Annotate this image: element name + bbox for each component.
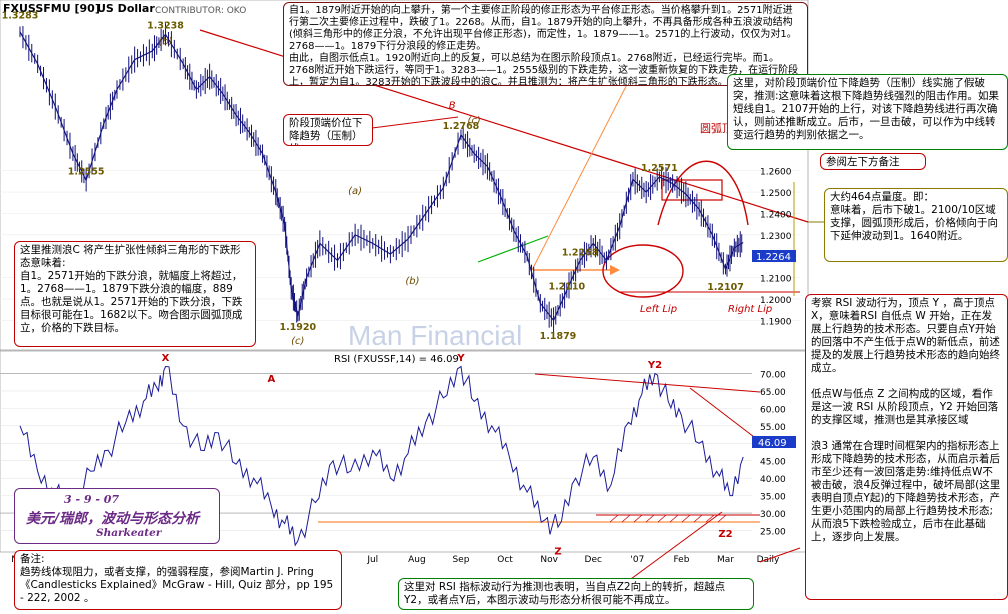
rsi-series xyxy=(19,365,744,547)
price-tick-label: 1.2100 xyxy=(760,275,792,285)
x-tick-label: Sep xyxy=(452,555,469,565)
measure-note: 大约464点量度。即： 意味着，后市下破1。2100/10区域支撑，圆弧顶形成后… xyxy=(824,188,1008,262)
price-labels: 1.3283 1.3238 1.2555 1.1920 1.2768 1.1879 1.22… xyxy=(2,11,773,347)
rsi-point-label: A xyxy=(267,374,275,385)
price-value-label: 1.2107 xyxy=(707,282,744,293)
x-tick-label: Nov xyxy=(540,555,558,565)
x-tick-label: '07 xyxy=(630,555,644,565)
price-value-label: 1.2268 xyxy=(562,248,599,259)
price-value-label: 1.1879 xyxy=(540,331,577,342)
rsi-point-label: Z xyxy=(554,547,561,558)
see-below-note: 参阅左下方备注 xyxy=(820,153,926,170)
rsi-title: RSI (FXUSSF,14) = 46.09 xyxy=(334,354,459,365)
price-series xyxy=(19,23,744,334)
rsi-down-trendline xyxy=(689,387,759,441)
rounded-top-arc xyxy=(657,160,749,226)
signature-author: Sharkeater xyxy=(96,527,162,539)
rsi-support-zone xyxy=(609,514,727,523)
rsi-tick-label: 40.00 xyxy=(760,475,786,485)
price-tick-label: 1.2600 xyxy=(760,168,792,178)
rsi-tick-label: 55.00 xyxy=(760,423,786,433)
signature-box xyxy=(14,488,220,544)
rsi-tick-label: 45.00 xyxy=(760,458,786,468)
left-wave-c-note: 这里推测浪C 将产生扩张性倾斜三角形的下跌形态意味着: 自1。2571开始的下跌… xyxy=(14,241,256,347)
price-value-label: 1.3238 xyxy=(147,20,184,31)
rsi-upper-trendline xyxy=(534,373,761,393)
rsi-axis: 70.0065.0060.0055.0050.0045.0040.0035.00… xyxy=(760,370,786,537)
price-tick-label: 1.2400 xyxy=(760,210,792,220)
price-value-label: 1.1920 xyxy=(279,322,316,333)
chart-title: US Dollar xyxy=(97,2,155,15)
price-value-label: 1.2571 xyxy=(641,163,678,174)
rsi-tick-label: 70.00 xyxy=(760,370,786,380)
wave-label: (b) xyxy=(405,276,419,287)
last-price: 1.2264 xyxy=(756,252,791,263)
rsi-line xyxy=(19,365,744,547)
x-tick-label: Mar xyxy=(717,555,734,565)
x-tick-label: Dec xyxy=(585,555,602,565)
connector-remark xyxy=(759,547,801,563)
top-analysis-note: 自1。1879附近开始的向上攀升，第一个主要修正阶段的修正形态为平台修正形态。当… xyxy=(283,2,808,86)
x-tick-label: Oct xyxy=(497,555,513,565)
rsi-point-label: X xyxy=(162,353,170,364)
x-tick-label: Aug xyxy=(408,555,426,565)
price-tick-label: 1.1900 xyxy=(760,317,792,327)
right-lip-label: Right Lip xyxy=(728,304,772,315)
rsi-tick-label: 25.00 xyxy=(760,528,786,538)
rounded-top-label: 圆弧顶 xyxy=(700,121,733,135)
rsi-point-label: Y2 xyxy=(647,360,662,371)
price-axis: 1.2600 1.2500 1.2400 1.2300 1.2100 1.2000 1.19… xyxy=(760,168,792,328)
signature-title: 美元/瑞郎，波动与形态分析 xyxy=(26,511,200,527)
signature-date: 3 - 9 - 07 xyxy=(64,493,120,506)
rsi-tick-label: 30.00 xyxy=(760,510,786,520)
x-tick-label: Daily xyxy=(757,555,780,565)
price-tick-label: 1.2500 xyxy=(760,189,792,199)
rsi-tick-label: 35.00 xyxy=(760,493,786,503)
wave-label: (c) xyxy=(291,336,304,347)
contributor-label: CONTRIBUTOR: OKO xyxy=(155,6,246,16)
rsi-point-label: Z2 xyxy=(718,529,732,540)
false-break-note: 这里，对阶段顶端价位下降趋势（压制）线实施了假破突，推测:这意味着这根下降趋势线… xyxy=(727,74,1008,150)
wave-label: (c) xyxy=(468,116,481,127)
rsi-invalidation-note: 这里对 RSI 指标波动行为推测也表明，当自点Z2向上的转折，超越点Y2，或者点… xyxy=(398,578,754,610)
rsi-tick-label: 60.00 xyxy=(760,405,786,415)
wave-label: (a) xyxy=(348,186,362,197)
resistance-note: 阶段顶端价位下 降趋势（压制）线 xyxy=(283,114,373,146)
price-tick-label: 1.2300 xyxy=(760,232,792,242)
x-tick-label: Jul xyxy=(366,555,378,565)
support-line-green xyxy=(477,235,549,263)
rsi-last-box xyxy=(752,436,796,448)
price-value-label: 1.3283 xyxy=(2,11,39,22)
chart-symbol: FXUSSFMU [90] xyxy=(3,2,100,15)
rsi-point-label: Y xyxy=(456,353,465,364)
rsi-tick-label: 65.00 xyxy=(760,388,786,398)
price-value-label: 1.2110 xyxy=(548,281,585,292)
x-tick-label: Feb xyxy=(673,555,689,565)
wave-label: B xyxy=(449,101,456,112)
orange-arrow-head xyxy=(610,265,620,275)
left-lip-ellipse xyxy=(602,244,684,298)
rsi-last-value: 46.09 xyxy=(758,438,787,449)
connector-bottom xyxy=(615,511,723,591)
watermark: Man Financial xyxy=(348,320,522,351)
last-price-box xyxy=(752,250,796,262)
price-value-label: 1.2768 xyxy=(443,121,480,132)
rsi-analysis-note: 考察 RSI 波动行为，顶点 Y ，高于顶点X，意味着RSI 自低点 W 开始，… xyxy=(805,294,1008,600)
connector-resistance xyxy=(371,116,459,129)
wave-label: (b) xyxy=(158,37,172,48)
price-tick-label: 1.2000 xyxy=(760,296,792,306)
left-lip-label: Left Lip xyxy=(640,304,677,315)
remark-note: 备注: 趋势线体现阻力，或者支撑，的强弱程度，参阅Martin J. Pring… xyxy=(14,550,342,610)
price-value-label: 1.2555 xyxy=(68,166,105,177)
